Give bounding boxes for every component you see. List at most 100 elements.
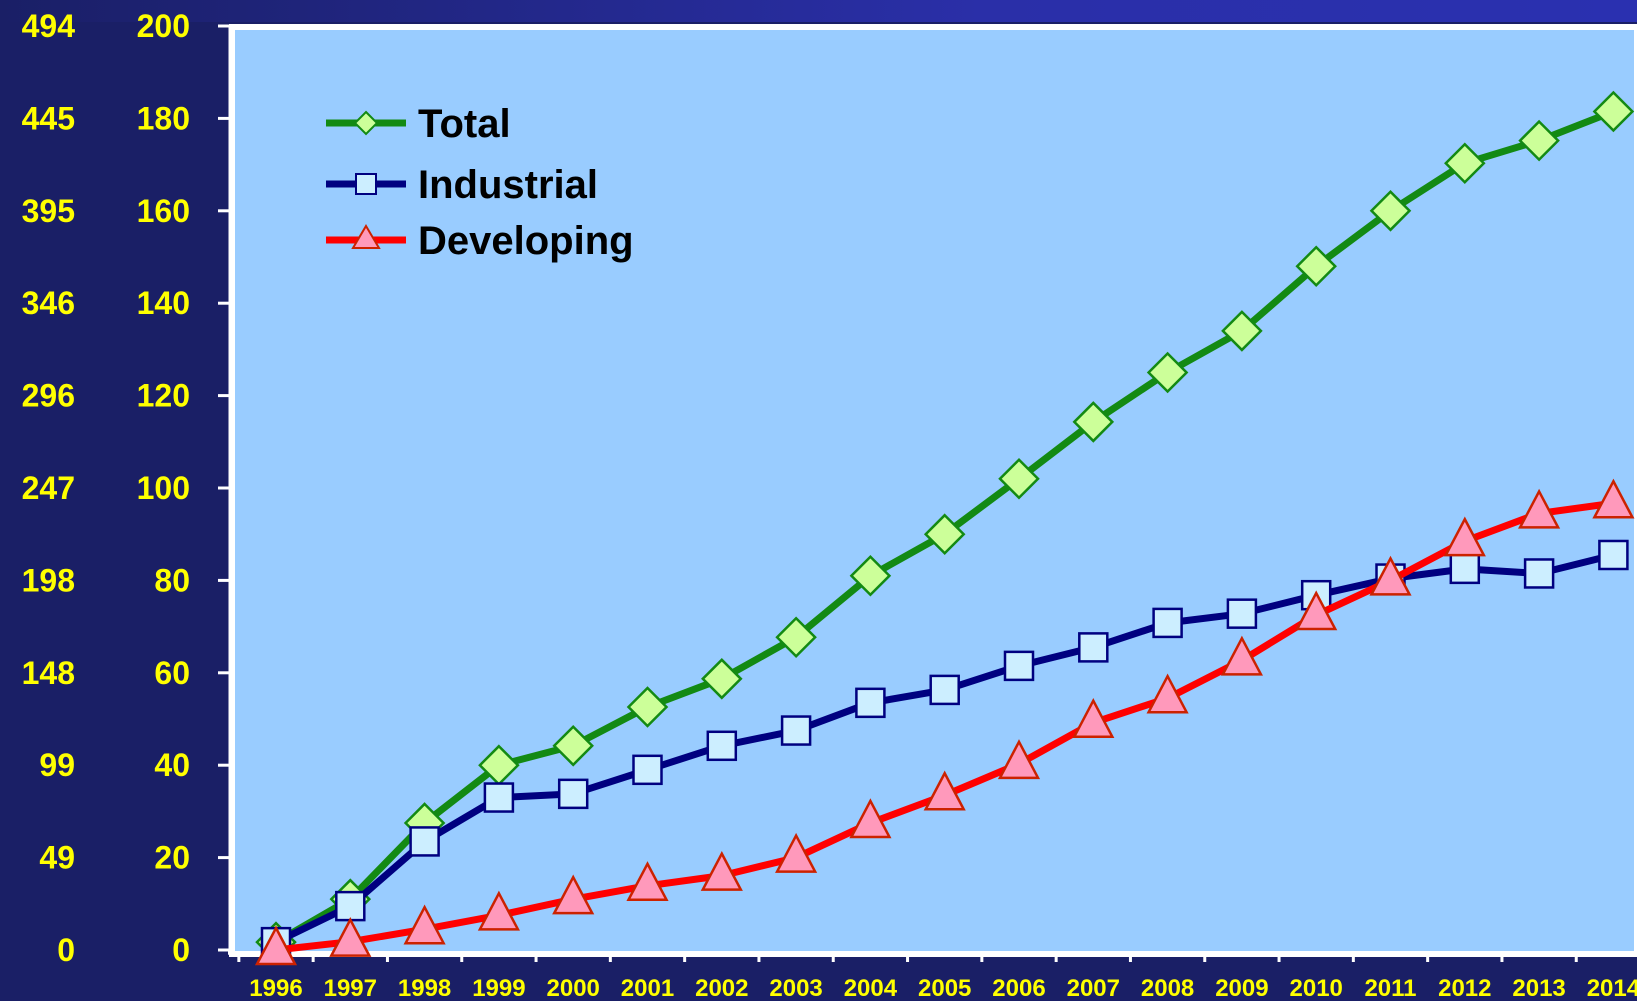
legend-square-icon <box>355 173 377 195</box>
y-outer-tick-label: 445 <box>22 100 75 136</box>
y-outer-tick-label: 395 <box>22 193 75 229</box>
x-tick-label: 2007 <box>1067 975 1120 1001</box>
data-point <box>855 687 886 719</box>
y-outer-tick-label: 99 <box>39 747 75 783</box>
y-inner-tick-label: 180 <box>137 100 190 136</box>
y-outer-tick-label: 49 <box>39 840 75 876</box>
y-inner-tick-label: 20 <box>154 840 190 876</box>
legend-item-industrial: Industrial <box>326 163 598 207</box>
data-point <box>775 832 818 873</box>
data-point <box>923 770 966 811</box>
y-inner-tick-label: 120 <box>137 378 190 414</box>
data-point <box>1146 673 1189 714</box>
x-tick-label: 2006 <box>992 975 1045 1001</box>
legend-diamond-icon <box>353 110 379 136</box>
data-point <box>1369 190 1412 232</box>
data-point <box>1443 516 1486 557</box>
data-point <box>329 917 372 957</box>
y-outer-tick-label: 198 <box>22 562 75 598</box>
data-point <box>929 674 960 706</box>
data-point <box>780 715 812 746</box>
y-inner-tick-label: 40 <box>154 747 190 783</box>
data-point <box>1220 635 1263 676</box>
data-point <box>557 778 589 810</box>
data-point <box>632 754 663 786</box>
x-tick-label: 2014 <box>1587 975 1637 1001</box>
legend-label: Total <box>418 102 511 146</box>
data-point <box>1369 555 1412 596</box>
y-inner-tick-label: 160 <box>137 193 190 229</box>
y-axis-outer-labels: 494 445 395 346 296 247 198 148 99 49 0 <box>22 8 76 968</box>
data-point <box>1592 90 1635 133</box>
x-axis-labels: 1996 1997 1998 1999 2000 2001 2002 2003 2004 2005… <box>249 975 1637 1001</box>
data-point <box>483 782 515 813</box>
data-point <box>1072 401 1115 443</box>
data-point <box>849 798 892 839</box>
data-point <box>552 725 594 767</box>
data-point <box>335 890 366 922</box>
data-point <box>775 616 817 658</box>
y-inner-tick-label: 140 <box>137 285 190 321</box>
data-point <box>701 658 743 700</box>
data-point <box>997 739 1041 780</box>
data-point <box>1449 553 1481 585</box>
data-point <box>1598 539 1629 571</box>
x-tick-label: 2002 <box>695 975 748 1001</box>
x-tick-label: 2013 <box>1512 975 1565 1001</box>
y-inner-tick-label: 100 <box>137 470 190 506</box>
x-tick-label: 2010 <box>1290 975 1343 1001</box>
y-inner-tick-label: 80 <box>154 562 190 598</box>
legend-triangle-icon <box>351 224 381 249</box>
x-tick-label: 2008 <box>1141 975 1194 1001</box>
data-point <box>409 826 440 857</box>
data-point <box>1078 632 1109 663</box>
data-point <box>1295 245 1337 288</box>
data-point <box>706 730 738 762</box>
series-layer <box>254 90 1635 966</box>
data-point <box>254 925 298 966</box>
data-point <box>923 513 966 555</box>
data-point <box>1226 598 1258 629</box>
data-point <box>403 904 446 945</box>
x-tick-label: 2009 <box>1215 975 1268 1001</box>
data-point <box>1003 650 1035 682</box>
axis-ticks <box>218 24 1578 962</box>
data-point <box>1152 607 1183 639</box>
series-developing <box>254 478 1635 966</box>
x-tick-label: 2004 <box>844 975 898 1001</box>
data-point <box>1221 310 1263 352</box>
x-tick-label: 2011 <box>1364 975 1416 1001</box>
data-point <box>1518 488 1561 529</box>
data-point <box>849 555 892 597</box>
x-tick-label: 1998 <box>398 975 451 1001</box>
data-point <box>1592 478 1635 519</box>
legend-item-total: Total <box>326 102 511 146</box>
y-outer-tick-label: 0 <box>57 932 75 968</box>
data-point <box>477 890 520 931</box>
x-tick-label: 2001 <box>621 975 674 1001</box>
y-outer-tick-label: 247 <box>22 470 75 506</box>
data-point <box>1444 142 1486 184</box>
data-point <box>1523 558 1555 589</box>
legend-label: Industrial <box>418 163 598 207</box>
legend-item-developing: Developing <box>326 219 634 263</box>
data-point <box>998 457 1040 500</box>
data-point <box>626 861 669 902</box>
x-tick-label: 2005 <box>918 975 971 1001</box>
y-outer-tick-label: 494 <box>22 8 76 44</box>
y-inner-tick-label: 0 <box>172 932 190 968</box>
data-point <box>1072 698 1115 738</box>
data-point <box>700 850 743 891</box>
x-tick-label: 1997 <box>324 975 377 1001</box>
header-band <box>0 0 1637 22</box>
data-point <box>1295 590 1338 631</box>
y-outer-tick-label: 346 <box>22 285 75 321</box>
x-tick-label: 2003 <box>769 975 822 1001</box>
legend-label: Developing <box>418 219 634 263</box>
data-point <box>626 686 669 728</box>
x-tick-label: 2000 <box>547 975 600 1001</box>
x-tick-label: 2012 <box>1438 975 1491 1001</box>
